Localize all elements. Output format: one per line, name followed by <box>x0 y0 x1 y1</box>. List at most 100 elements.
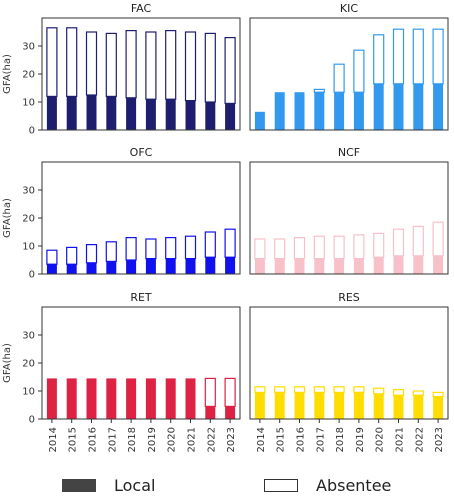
legend-item-local: Local <box>62 476 155 495</box>
x-tick-label: 2022 <box>414 427 425 452</box>
panel-res: RES 2014 2015 2016 2017 2018 2019 2020 2021 2022 2… <box>249 291 449 452</box>
bar-absentee <box>392 28 405 85</box>
bar-local <box>165 258 176 274</box>
panel-title: RES <box>338 291 360 304</box>
bar-absentee <box>293 386 306 393</box>
panel-ofc: OFC 0 10 20 30 GFA(ha) <box>2 146 241 281</box>
y-axis-label: GFA(ha) <box>2 54 13 94</box>
bar-local <box>254 111 265 130</box>
bar-local <box>433 83 444 130</box>
bar-absentee <box>313 88 325 93</box>
bar-local <box>294 392 305 419</box>
y-axis-label: GFA(ha) <box>2 198 13 238</box>
x-tick-label: 2015 <box>276 427 287 452</box>
bar-local <box>165 378 176 419</box>
bar-local <box>393 395 404 419</box>
legend-label-absentee: Absentee <box>316 476 392 495</box>
bar-absentee <box>392 228 405 257</box>
y-tick-label: 30 <box>22 42 35 53</box>
panel-frame <box>249 306 449 420</box>
bar-local <box>334 392 345 419</box>
bar-local <box>185 378 196 419</box>
bar-local <box>334 92 345 130</box>
bar-absentee <box>333 63 345 93</box>
bar-absentee <box>204 377 216 407</box>
x-tick-label: 2021 <box>395 427 406 452</box>
bar-absentee <box>165 30 177 100</box>
bar-absentee <box>392 389 405 396</box>
bar-local <box>106 378 117 419</box>
bar-local <box>393 83 404 130</box>
bar-local <box>145 99 156 130</box>
bar-local <box>106 96 117 130</box>
panel-ncf: NCF <box>249 146 449 275</box>
x-tick-label: 2018 <box>335 427 346 452</box>
bar-local <box>294 258 305 274</box>
bar-absentee <box>46 27 58 97</box>
bar-absentee <box>353 386 365 393</box>
bar-absentee <box>224 36 236 105</box>
panel-title: FAC <box>131 2 152 15</box>
bar-local <box>314 392 325 419</box>
legend-label-local: Local <box>114 476 156 495</box>
bar-absentee <box>254 238 266 260</box>
bar-local <box>46 96 57 130</box>
panel-frame <box>249 161 449 275</box>
x-tick-label: 2023 <box>226 427 237 452</box>
bar-absentee <box>184 31 197 102</box>
bar-absentee <box>432 391 444 398</box>
bar-absentee <box>274 386 286 393</box>
bar-local <box>66 96 77 130</box>
x-tick-label: 2023 <box>434 427 445 452</box>
y-tick-label: 20 <box>22 359 35 370</box>
bar-local <box>46 378 57 419</box>
bar-absentee <box>46 249 58 265</box>
bar-local <box>413 395 424 419</box>
bar-local <box>205 257 216 274</box>
panel-ret: RET 0 10 20 30 GFA(ha) 2014 2015 2016 2017 2018 201… <box>2 291 241 452</box>
bar-absentee <box>333 386 345 393</box>
bar-local <box>225 103 236 130</box>
bar-local <box>126 378 137 419</box>
bar-absentee <box>373 34 385 85</box>
bar-local <box>86 262 97 274</box>
bar-local <box>205 102 216 130</box>
y-tick-label: 20 <box>22 214 35 225</box>
x-tick-label: 2019 <box>355 427 366 452</box>
x-tick-label: 2017 <box>315 427 326 452</box>
bar-absentee <box>254 386 266 393</box>
bar-absentee <box>313 386 325 393</box>
bar-absentee <box>204 231 216 258</box>
bar-absentee <box>373 387 385 395</box>
bar-local <box>145 378 156 419</box>
bar-absentee <box>66 246 78 265</box>
x-tick-label: 2016 <box>296 427 307 452</box>
bar-absentee <box>85 244 98 264</box>
x-tick-label: 2016 <box>88 427 99 452</box>
panel-title: RET <box>130 291 152 304</box>
bar-local <box>294 92 305 130</box>
bar-local <box>86 378 97 419</box>
bar-local <box>66 378 77 419</box>
bar-absentee <box>165 237 177 260</box>
bar-absentee <box>125 237 137 261</box>
bar-local <box>274 392 285 419</box>
y-tick-label: 10 <box>22 98 35 109</box>
bar-absentee <box>412 28 424 85</box>
bar-local <box>353 392 364 419</box>
bar-absentee <box>66 27 78 97</box>
bar-local <box>353 258 364 274</box>
x-tick-label: 2014 <box>256 427 267 452</box>
bar-absentee <box>125 30 137 99</box>
x-tick-label: 2015 <box>68 427 79 452</box>
bar-local <box>254 392 265 419</box>
bar-absentee <box>432 221 444 257</box>
bar-absentee <box>85 31 98 96</box>
panel-fac: FAC 0 10 20 30 GFA(ha) <box>2 2 241 137</box>
legend-swatch-local <box>62 479 96 492</box>
x-tick-label: 2017 <box>107 427 118 452</box>
bar-local <box>46 264 57 274</box>
legend: Local Absentee <box>0 476 454 496</box>
y-tick-label: 30 <box>22 331 35 342</box>
bar-local <box>274 258 285 274</box>
